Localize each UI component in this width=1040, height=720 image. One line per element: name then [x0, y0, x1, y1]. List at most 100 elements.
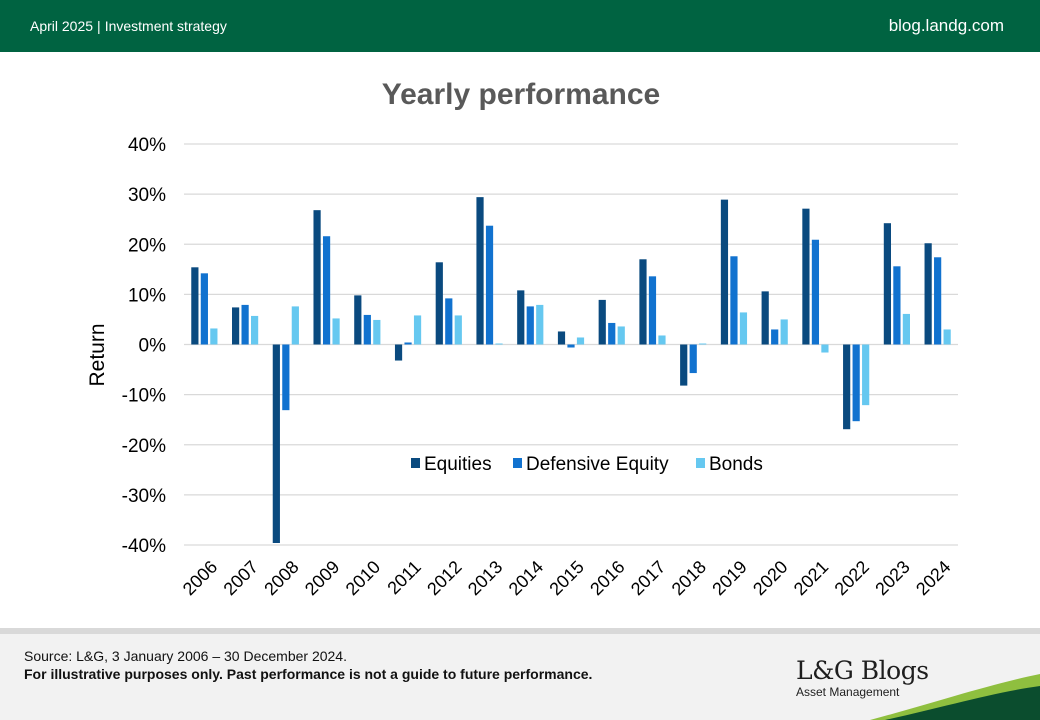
bar-bonds-2023: [902, 313, 910, 345]
bar-defensive-equity-2010: [363, 314, 371, 345]
x-tick-label: 2022: [831, 557, 873, 599]
bar-bonds-2012: [454, 315, 462, 345]
x-tick-label: 2015: [545, 557, 587, 599]
brand-subtitle: Asset Management: [796, 685, 900, 699]
bar-equities-2019: [720, 199, 729, 345]
footer: Source: L&G, 3 January 2006 – 30 Decembe…: [0, 634, 1040, 720]
x-tick-label: 2012: [423, 557, 465, 599]
y-tick-label: 0%: [139, 336, 167, 357]
bar-equities-2020: [761, 291, 769, 345]
bar-equities-2006: [191, 267, 199, 345]
x-tick-label: 2018: [668, 557, 710, 599]
y-tick-label: 30%: [128, 185, 166, 206]
legend-swatch-defensive-equity: [513, 458, 522, 468]
x-tick-label: 2010: [342, 557, 384, 599]
y-tick-label: -40%: [122, 536, 166, 557]
legend-label-equities: Equities: [424, 454, 492, 475]
x-tick-label: 2009: [301, 557, 343, 599]
bar-defensive-equity-2016: [608, 322, 616, 345]
bar-defensive-equity-2021: [811, 239, 820, 345]
x-tick-label: 2006: [179, 557, 221, 599]
bar-defensive-equity-2014: [526, 306, 534, 345]
bar-bonds-2016: [617, 326, 625, 345]
x-tick-label: 2019: [708, 557, 750, 599]
brand-name: L&G Blogs: [796, 656, 929, 685]
footer-divider: [0, 628, 1040, 634]
header-meta: April 2025 | Investment strategy: [30, 18, 227, 34]
bar-equities-2017: [639, 259, 647, 345]
legend-swatch-bonds: [696, 458, 705, 468]
bar-defensive-equity-2011: [404, 342, 412, 345]
y-tick-labels: 40% 30% 20% 10% 0% -10% -20% -30% -40%: [122, 135, 166, 557]
bar-equities-2013: [476, 197, 484, 345]
bar-bonds-2021: [821, 344, 829, 353]
bar-defensive-equity-2023: [893, 266, 901, 345]
y-axis-label: Return: [86, 323, 109, 386]
bar-defensive-equity-2018: [689, 344, 697, 374]
y-tick-label: 40%: [128, 135, 166, 156]
bar-equities-2022: [843, 344, 851, 430]
bar-bonds-2015: [576, 337, 585, 345]
bar-equities-2023: [883, 223, 891, 345]
legend-label-bonds: Bonds: [709, 454, 763, 475]
header-separator: |: [97, 18, 101, 34]
bar-defensive-equity-2017: [648, 276, 657, 345]
bar-equities-2009: [313, 210, 321, 345]
yearly-performance-chart: 40%30%20%10%0%-10%-20%-30%-40% 200620072…: [86, 78, 958, 599]
bar-defensive-equity-2013: [485, 225, 494, 345]
bar-bonds-2010: [373, 319, 381, 345]
bar-defensive-equity-2008: [282, 344, 290, 411]
bar-bonds-2024: [943, 329, 951, 345]
bar-defensive-equity-2012: [445, 298, 453, 345]
bar-bonds-2019: [739, 312, 748, 345]
x-tick-label: 2011: [383, 557, 425, 599]
source-note: Source: L&G, 3 January 2006 – 30 Decembe…: [24, 648, 347, 664]
header-date: April 2025: [30, 18, 94, 34]
bar-defensive-equity-2006: [200, 273, 208, 345]
bar-bonds-2018: [699, 343, 707, 345]
bar-equities-2008: [272, 344, 280, 543]
legend-swatch-equities: [411, 458, 420, 468]
bar-bonds-2014: [536, 304, 544, 345]
bar-defensive-equity-2024: [934, 257, 942, 345]
bar-defensive-equity-2020: [771, 329, 779, 345]
x-tick-label: 2023: [871, 557, 913, 599]
y-tick-label: -10%: [122, 386, 166, 407]
bar-equities-2018: [680, 344, 688, 386]
site-link[interactable]: blog.landg.com: [888, 16, 1004, 35]
chart-title: Yearly performance: [382, 78, 660, 111]
bar-bonds-2020: [780, 319, 788, 345]
bar-equities-2016: [598, 299, 606, 345]
bar-equities-2012: [435, 262, 443, 345]
bar-bonds-2006: [210, 328, 218, 345]
bar-bonds-2013: [495, 343, 503, 345]
y-tick-label: 20%: [128, 235, 166, 256]
x-tick-label: 2024: [912, 557, 954, 599]
bar-equities-2015: [557, 331, 566, 345]
bar-defensive-equity-2009: [322, 236, 331, 345]
x-tick-label: 2014: [505, 557, 547, 599]
x-tick-label: 2013: [464, 557, 506, 599]
disclaimer-note: For illustrative purposes only. Past per…: [24, 666, 593, 682]
bar-bonds-2011: [413, 315, 422, 345]
x-tick-label: 2008: [260, 557, 302, 599]
legend-label-defensive-equity: Defensive Equity: [526, 454, 669, 475]
y-tick-label: -20%: [122, 436, 166, 457]
x-tick-label: 2007: [220, 557, 262, 599]
bar-defensive-equity-2007: [241, 304, 249, 345]
header-category[interactable]: Investment strategy: [104, 18, 227, 34]
brand-swoosh: [870, 674, 1040, 720]
bar-defensive-equity-2019: [730, 256, 738, 345]
bar-defensive-equity-2022: [852, 344, 860, 422]
bar-equities-2010: [354, 295, 362, 345]
legend: Equities Defensive Equity Bonds: [411, 454, 763, 475]
bar-bonds-2009: [332, 318, 340, 345]
brand-logo[interactable]: L&G Blogs Asset Management: [796, 656, 929, 699]
bar-equities-2024: [924, 243, 932, 345]
bar-equities-2021: [802, 208, 810, 345]
x-tick-label: 2021: [790, 557, 832, 599]
bars: [191, 197, 951, 543]
bar-equities-2014: [517, 290, 525, 345]
bar-bonds-2022: [862, 344, 870, 406]
